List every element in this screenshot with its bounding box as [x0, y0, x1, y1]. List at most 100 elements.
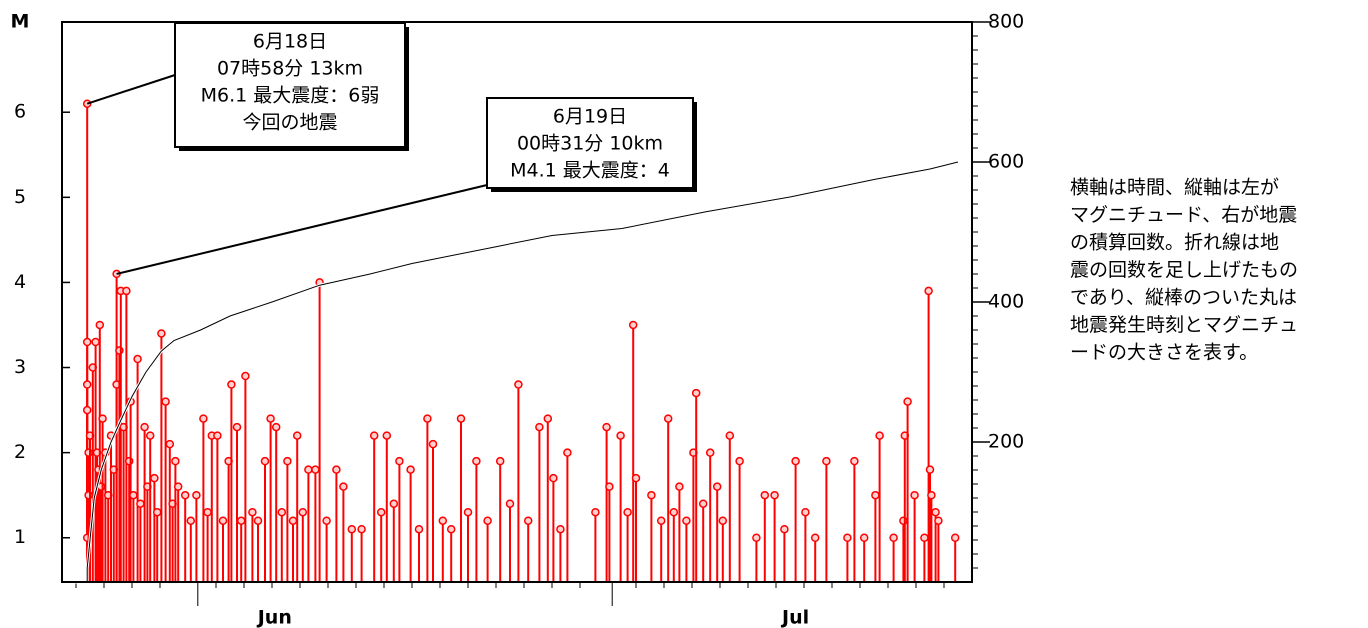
stem-head: [691, 388, 701, 398]
stem-head: [705, 448, 715, 457]
stem-head: [850, 456, 859, 466]
stem-head: [98, 414, 107, 423]
stem-head: [669, 507, 679, 517]
stem-head: [271, 422, 281, 432]
stem-head: [395, 456, 404, 466]
stem-head: [920, 533, 929, 542]
stem-head: [543, 414, 553, 423]
stem-head: [712, 482, 722, 491]
annotation-text: M4.1 最大震度：4: [510, 160, 670, 182]
stem-head: [602, 422, 611, 432]
stem-head: [628, 320, 638, 330]
stem-head: [472, 456, 481, 466]
plot-frame: [61, 21, 973, 583]
stem-head: [322, 516, 331, 525]
stem-head: [213, 431, 222, 440]
y-tick-label: 5: [14, 186, 26, 208]
stem-head: [218, 516, 228, 525]
stem-head: [122, 286, 131, 296]
stem-head: [631, 473, 641, 483]
caption-line: の積算回数。折れ線は地: [1070, 232, 1279, 254]
stem-head: [682, 516, 691, 525]
stem-head: [871, 490, 880, 500]
y-tick-label: 4: [14, 271, 26, 293]
leader-line: [86, 74, 176, 105]
x-tick-label: Jul: [780, 607, 809, 628]
stem-head: [752, 533, 761, 542]
stem-head: [241, 371, 250, 381]
stem-head: [171, 456, 180, 466]
stem-head: [495, 456, 505, 466]
stem-head: [623, 507, 632, 517]
caption-line: であり、縦棒のついた丸は: [1070, 287, 1297, 309]
stem-head: [95, 320, 105, 330]
annotation-box: [174, 22, 406, 148]
stem-head: [382, 431, 392, 440]
stem-head: [760, 490, 770, 500]
caption-line: ードの大きさを表す。: [1070, 342, 1258, 364]
stem-head: [357, 524, 366, 534]
stem-head: [899, 516, 908, 525]
stem-head: [292, 431, 302, 440]
stem-head: [563, 448, 572, 457]
stem-head: [889, 533, 898, 542]
stem-head: [82, 337, 92, 347]
stem-head: [133, 354, 142, 364]
stem-head: [150, 473, 159, 483]
stem-head: [647, 490, 656, 500]
annotation-box: [486, 97, 694, 189]
stem-head: [910, 490, 919, 500]
stem-head: [304, 465, 313, 474]
stem-head: [675, 482, 684, 491]
stem-head: [152, 507, 162, 517]
stem-head: [260, 456, 270, 466]
stem-head: [332, 465, 341, 474]
stem-head: [115, 346, 124, 355]
y2-tick-label: 400: [988, 291, 1024, 313]
stem-head: [698, 499, 708, 508]
stem-head: [483, 516, 492, 525]
caption-line: 地震発生時刻とマグニチュ: [1070, 314, 1298, 336]
stem-head: [84, 490, 93, 500]
stem-head: [82, 380, 92, 389]
stem-head: [389, 499, 399, 508]
y-tick-label: 2: [14, 441, 26, 463]
stem-head: [145, 431, 155, 440]
stem-head: [339, 482, 348, 491]
stem-head: [591, 507, 600, 517]
annotation-text: 6月19日: [553, 106, 627, 128]
stem-head: [266, 414, 275, 423]
stem-head: [931, 507, 940, 517]
caption-line: マグニチュード、右が地震: [1070, 204, 1297, 226]
y-axis-label: M: [11, 11, 30, 33]
leader-line: [116, 184, 488, 275]
stem-head: [810, 533, 820, 542]
y-tick-label: 3: [14, 356, 26, 378]
stem-head: [927, 490, 936, 500]
stem-head: [822, 456, 831, 466]
stem-head: [157, 329, 166, 338]
stem-head: [718, 516, 728, 525]
stem-head: [859, 533, 869, 542]
stem-head: [456, 414, 466, 423]
y-tick-label: 6: [14, 101, 26, 123]
stem-head: [428, 439, 438, 449]
stem-head: [549, 473, 558, 483]
annotation-text: 00時31分 10km: [517, 133, 663, 155]
stem-head: [283, 456, 292, 466]
stem-head: [656, 516, 666, 525]
stem-head: [505, 499, 515, 508]
stem-head: [406, 465, 415, 474]
stem-head: [438, 516, 448, 525]
stem-head: [161, 397, 170, 406]
stem-head: [535, 422, 544, 432]
stem-head: [801, 507, 810, 517]
y2-tick-label: 600: [988, 151, 1024, 173]
stem-head: [556, 524, 565, 534]
stem-head: [140, 422, 149, 432]
stem-head: [523, 516, 533, 525]
stem-head: [236, 516, 246, 525]
stem-head: [288, 516, 298, 525]
stem-head: [925, 465, 935, 474]
annotation-text: 今回の地震: [242, 112, 337, 134]
